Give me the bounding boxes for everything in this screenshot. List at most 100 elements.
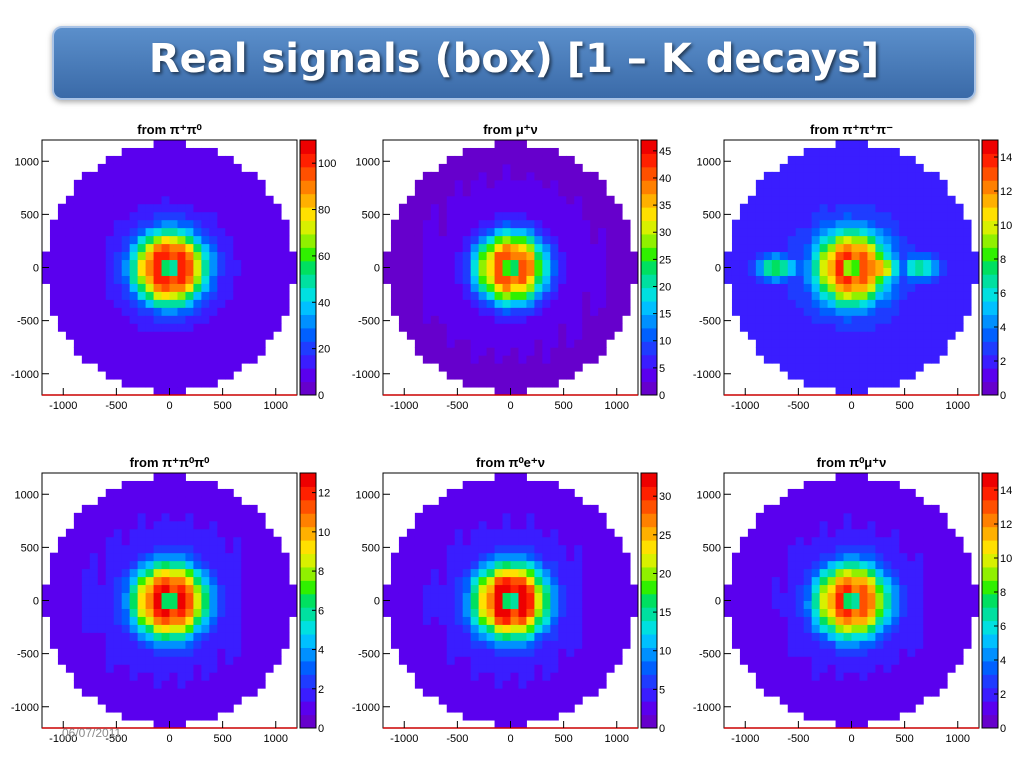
heatmap-bin bbox=[209, 544, 218, 554]
y-tick-label: -500 bbox=[699, 316, 721, 328]
heatmap-bin bbox=[169, 568, 178, 578]
heatmap-bin bbox=[811, 560, 821, 570]
heatmap-bin bbox=[899, 536, 908, 546]
heatmap-bin bbox=[779, 267, 789, 276]
heatmap-bin bbox=[422, 560, 432, 570]
colorbar-step bbox=[300, 193, 316, 208]
heatmap-bin bbox=[787, 496, 797, 506]
heatmap-bin bbox=[947, 544, 956, 554]
heatmap-bin bbox=[257, 235, 266, 245]
heatmap-bin bbox=[867, 227, 876, 237]
heatmap-bin bbox=[81, 259, 91, 268]
heatmap-bin bbox=[851, 163, 860, 173]
heatmap-bin bbox=[494, 140, 504, 149]
heatmap-bin bbox=[534, 688, 543, 697]
heatmap-bin bbox=[891, 608, 900, 617]
heatmap-bin bbox=[225, 331, 234, 340]
heatmap-bin bbox=[899, 488, 908, 498]
heatmap-bin bbox=[779, 187, 789, 197]
heatmap-bin bbox=[827, 544, 837, 554]
heatmap-bin bbox=[787, 704, 797, 713]
heatmap-bin bbox=[907, 339, 916, 348]
heatmap-bin bbox=[105, 616, 115, 625]
heatmap-bin bbox=[787, 544, 797, 554]
heatmap-bin bbox=[899, 664, 908, 673]
heatmap-bin bbox=[510, 171, 519, 181]
heatmap-bin bbox=[129, 536, 139, 546]
heatmap-bin bbox=[265, 528, 274, 538]
heatmap-bin bbox=[939, 299, 948, 308]
heatmap-bin bbox=[145, 355, 155, 364]
heatmap-bin bbox=[161, 283, 170, 292]
heatmap-bin bbox=[289, 275, 298, 284]
heatmap-bin bbox=[622, 592, 631, 601]
heatmap-bin bbox=[161, 504, 170, 514]
heatmap-bin bbox=[454, 171, 464, 181]
heatmap-bin bbox=[763, 347, 773, 356]
heatmap-bin bbox=[390, 592, 400, 601]
heatmap-bin bbox=[414, 512, 424, 522]
heatmap-bin bbox=[81, 219, 91, 229]
heatmap-bin bbox=[875, 307, 884, 316]
heatmap-bin bbox=[883, 227, 892, 237]
heatmap-bin bbox=[105, 275, 115, 284]
heatmap-bin bbox=[169, 712, 178, 721]
colorbar-tick-label: 4 bbox=[1000, 322, 1006, 334]
heatmap-bin bbox=[614, 656, 623, 665]
heatmap-bin bbox=[486, 496, 496, 506]
heatmap-bin bbox=[169, 648, 178, 657]
heatmap-bin bbox=[827, 640, 837, 649]
heatmap-bin bbox=[177, 488, 186, 498]
heatmap-bin bbox=[795, 632, 805, 641]
heatmap-bin bbox=[81, 283, 91, 292]
heatmap-bin bbox=[614, 211, 623, 221]
heatmap-bin bbox=[574, 592, 583, 601]
heatmap-bin bbox=[582, 355, 591, 364]
heatmap-bin bbox=[598, 640, 607, 649]
heatmap-bin bbox=[859, 155, 868, 165]
heatmap-bin bbox=[971, 600, 980, 609]
heatmap-bin bbox=[129, 347, 139, 356]
heatmap-bin bbox=[257, 179, 266, 189]
heatmap-bin bbox=[502, 704, 511, 713]
heatmap-bin bbox=[795, 259, 805, 268]
heatmap-bin bbox=[201, 672, 210, 681]
heatmap-bin bbox=[177, 299, 186, 308]
heatmap-bin bbox=[518, 520, 527, 530]
heatmap-bin bbox=[859, 656, 868, 665]
heatmap-bin bbox=[177, 211, 186, 221]
heatmap-bin bbox=[185, 616, 194, 625]
heatmap-bin bbox=[779, 339, 789, 348]
colorbar-tick-label: 12 bbox=[1000, 519, 1012, 531]
heatmap-bin bbox=[398, 592, 408, 601]
heatmap-bin bbox=[731, 624, 741, 633]
heatmap-bin bbox=[558, 616, 567, 625]
heatmap-bin bbox=[931, 504, 940, 514]
heatmap-bin bbox=[883, 552, 892, 562]
heatmap-bin bbox=[955, 235, 964, 245]
heatmap-bin bbox=[438, 355, 448, 364]
heatmap-bin bbox=[510, 323, 519, 332]
heatmap-bin bbox=[446, 504, 456, 514]
heatmap-bin bbox=[65, 243, 75, 253]
heatmap-bin bbox=[574, 560, 583, 570]
heatmap-bin bbox=[97, 584, 107, 594]
heatmap-bin bbox=[105, 315, 115, 324]
heatmap-bin bbox=[915, 576, 924, 586]
heatmap-bin bbox=[97, 680, 107, 689]
colorbar-step bbox=[300, 674, 316, 689]
heatmap-bin bbox=[724, 608, 733, 617]
heatmap-bin bbox=[590, 283, 599, 292]
heatmap-bin bbox=[859, 648, 868, 657]
heatmap-bin bbox=[779, 616, 789, 625]
heatmap-bin bbox=[606, 259, 615, 268]
heatmap-bin bbox=[265, 275, 274, 284]
colorbar-step bbox=[300, 660, 316, 675]
heatmap-bin bbox=[137, 680, 147, 689]
heatmap-bin bbox=[502, 187, 511, 197]
heatmap-bin bbox=[915, 347, 924, 356]
heatmap-bin bbox=[65, 267, 75, 276]
heatmap-bin bbox=[851, 520, 860, 530]
heatmap-bin bbox=[779, 219, 789, 229]
heatmap-bin bbox=[209, 560, 218, 570]
